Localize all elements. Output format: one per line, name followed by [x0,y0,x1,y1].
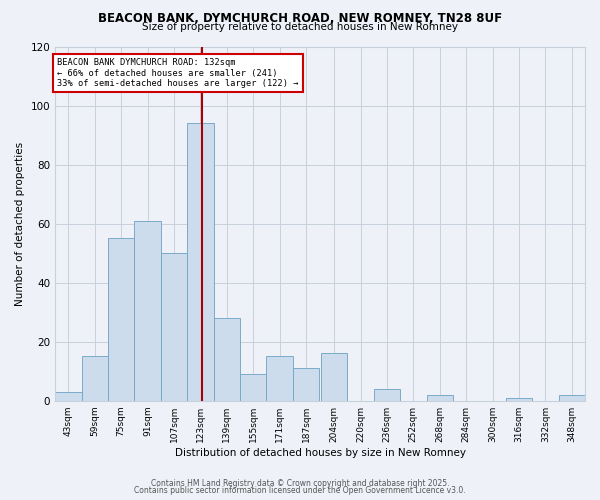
Bar [559,395,585,400]
Bar [187,123,214,400]
Bar [134,220,161,400]
Bar [214,318,240,400]
Bar [108,238,134,400]
Bar [161,253,187,400]
Bar [374,389,400,400]
Bar [506,398,532,400]
Bar [427,395,453,400]
Bar [266,356,293,401]
X-axis label: Distribution of detached houses by size in New Romney: Distribution of detached houses by size … [175,448,466,458]
Text: Contains HM Land Registry data © Crown copyright and database right 2025.: Contains HM Land Registry data © Crown c… [151,478,449,488]
Y-axis label: Number of detached properties: Number of detached properties [15,142,25,306]
Bar [240,374,266,400]
Bar [82,356,108,401]
Bar [321,354,347,401]
Text: BEACON BANK, DYMCHURCH ROAD, NEW ROMNEY, TN28 8UF: BEACON BANK, DYMCHURCH ROAD, NEW ROMNEY,… [98,12,502,26]
Bar [293,368,319,400]
Bar [55,392,82,400]
Text: Size of property relative to detached houses in New Romney: Size of property relative to detached ho… [142,22,458,32]
Text: BEACON BANK DYMCHURCH ROAD: 132sqm
← 66% of detached houses are smaller (241)
33: BEACON BANK DYMCHURCH ROAD: 132sqm ← 66%… [57,58,298,88]
Text: Contains public sector information licensed under the Open Government Licence v3: Contains public sector information licen… [134,486,466,495]
